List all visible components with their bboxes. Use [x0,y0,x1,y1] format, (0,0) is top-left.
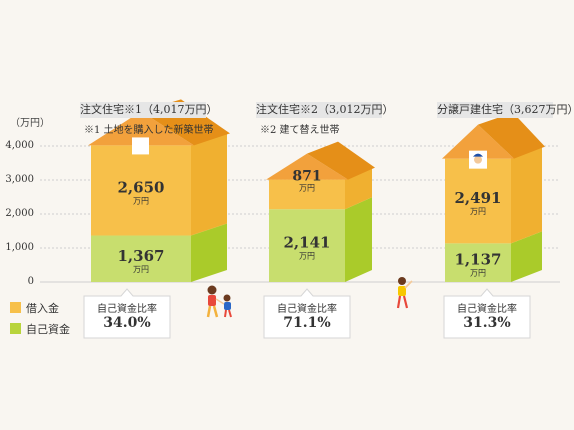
holding-hands-icon [215,298,225,305]
house-3-ratio-label: 自己資金比率 [457,304,517,315]
kid-head-icon [398,277,406,285]
house-2-title: 注文住宅※2（3,012万円） [256,102,394,118]
house-3-ratio-value: 31.3% [463,315,511,331]
own-value-label: 2,141 [284,234,331,252]
bar-loan [91,145,191,236]
legend-label-loan: 借入金 [26,302,59,315]
bar-own-side [511,231,542,282]
loan-value-label: 871 [292,169,321,185]
house-2-ratio-value: 71.1% [283,315,331,331]
y-tick-label: 4,000 [5,140,34,151]
adult-body-icon [208,295,216,306]
child-body-icon [224,302,231,310]
y-tick-label: 3,000 [5,174,34,185]
child-in-window-icon [474,155,482,164]
adult-head-icon [207,285,217,295]
ratio-box-1 [83,288,171,339]
roof-front [266,153,348,180]
ratio-box-2 [263,288,351,339]
house-2-note: ※2 建て替え世帯 [260,125,340,136]
adult-leg-icon [212,305,219,318]
bar-loan [445,158,511,244]
kid-arm-icon [404,280,413,289]
house-1-ratio-label: 自己資金比率 [97,304,157,315]
house-1-ratio-value: 34.0% [103,315,151,331]
loan-value-label: 2,491 [455,189,502,207]
y-axis-unit: （万円） [10,118,50,129]
bar-own [91,235,191,282]
roof-side [478,112,545,159]
y-tick-label: 2,000 [5,208,34,219]
adult-leg-icon [206,305,212,318]
child-head-icon [223,294,231,302]
bar-own-side [345,197,372,282]
bar-own-side [191,223,227,282]
house-2-ratio-label: 自己資金比率 [277,304,337,315]
illustrations [206,277,413,318]
y-tick-label: 0 [27,276,34,287]
cap-icon [473,153,483,157]
loan-unit-label: 万円 [133,196,149,205]
child-leg-icon [228,309,232,318]
roof-side [307,141,375,180]
kid-body-icon [398,286,406,296]
bar-own [445,243,511,282]
legend-swatch-own [10,323,21,334]
bar-own [269,209,345,282]
legend-label-own: 自己資金 [26,323,70,336]
own-unit-label: 万円 [299,252,315,261]
ratio-callouts [83,288,531,339]
own-unit-label: 万円 [470,269,486,278]
y-tick-label: 1,000 [5,242,34,253]
kid-leg-icon [402,295,409,309]
roof-front [88,111,194,146]
house-3-title: 分譲戸建住宅（3,627万円） [437,102,574,118]
window-icon [132,137,149,155]
own-value-label: 1,137 [455,251,502,269]
legend-swatch-loan [10,302,21,313]
bar-loan-side [191,133,227,236]
ratio-box-3 [443,288,531,339]
loan-unit-label: 万円 [470,207,486,216]
loan-value-label: 2,650 [118,178,165,196]
own-value-label: 1,367 [118,247,165,265]
house-1-note: ※1 土地を購入した新築世帯 [84,125,214,136]
roof-front [442,124,514,159]
own-unit-label: 万円 [133,265,149,274]
loan-unit-label: 万円 [299,184,315,193]
kid-leg-icon [396,295,402,309]
bar-loan-side [511,146,542,244]
house-1-title: 注文住宅※1（4,017万円） [80,102,218,118]
child-leg-icon [224,309,227,318]
bar-loan [269,179,345,210]
bar-loan-side [345,167,372,210]
